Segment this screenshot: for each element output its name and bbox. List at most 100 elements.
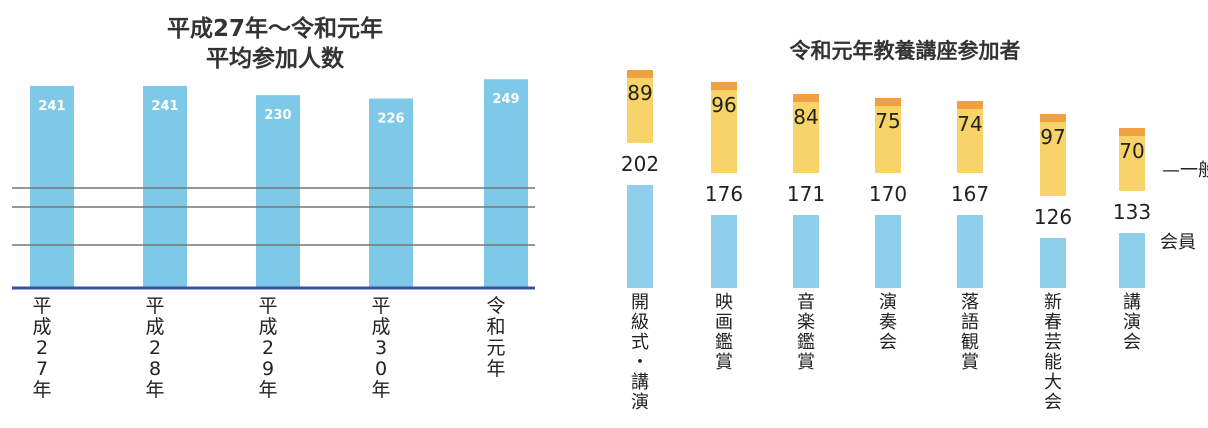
category-label-5-char-2: 和 [486, 316, 505, 338]
category-label-4-char-3: 3 [375, 337, 387, 359]
course-label-7-char-2: 演 [1123, 312, 1141, 333]
bar-avg-value-1: 241 [38, 99, 65, 114]
category-label-5-char-4: 年 [486, 358, 505, 380]
course-label-5-char-2: 語 [961, 312, 979, 333]
category-label-2-char-3: 2 [149, 337, 161, 359]
general-value-7: 70 [1119, 139, 1144, 163]
bar-member-1 [627, 185, 653, 288]
bar-general-top-7 [1119, 128, 1145, 136]
bar-general-top-2 [711, 82, 737, 90]
bar-member-3 [793, 215, 819, 288]
bar-avg-value-3: 230 [264, 108, 291, 123]
bar-member-4 [875, 215, 901, 288]
category-label-3-char-3: 2 [262, 337, 274, 359]
bar-member-2 [711, 215, 737, 288]
course-label-3-char-3: 鑑 [797, 332, 815, 353]
chart-title-line-2: 平均参加人数 [206, 45, 345, 72]
bar-general-3 [793, 100, 819, 173]
category-label-3-char-1: 平 [258, 295, 277, 317]
bar-avg-2 [143, 85, 187, 288]
category-label-5-char-1: 令 [486, 295, 505, 317]
bar-avg-value-2: 241 [151, 99, 178, 114]
category-label-1-char-3: 2 [36, 337, 48, 359]
category-label-4-char-2: 成 [371, 316, 390, 338]
member-value-5: 167 [951, 182, 989, 206]
category-label-3-char-5: 年 [258, 379, 277, 401]
course-label-5-char-3: 観 [961, 332, 979, 353]
course-label-6-char-5: 大 [1044, 372, 1062, 393]
course-label-2-char-3: 鑑 [715, 332, 733, 353]
bar-general-top-4 [875, 98, 901, 106]
legend-member: 会員 [1160, 232, 1196, 253]
category-label-4-char-4: 0 [375, 358, 387, 380]
course-label-1-char-6: 演 [631, 392, 649, 413]
course-label-6-char-1: 新 [1044, 292, 1062, 313]
general-value-5: 74 [957, 112, 982, 136]
bar-avg-5 [484, 79, 528, 288]
category-label-3-char-4: 9 [262, 358, 274, 380]
category-label-1-char-2: 成 [32, 316, 51, 338]
member-value-3: 171 [787, 182, 825, 206]
bar-general-1 [627, 76, 653, 143]
chart2-title: 令和元年教養講座参加者 [790, 39, 1021, 63]
course-label-5-char-4: 賞 [961, 352, 979, 373]
bar-avg-3 [256, 95, 300, 289]
chart-title-line-1: 平成27年〜令和元年 [167, 15, 383, 42]
bar-general-6 [1040, 120, 1066, 196]
category-label-1-char-5: 年 [32, 379, 51, 401]
course-label-4-char-1: 演 [879, 292, 897, 313]
course-label-5-char-1: 落 [961, 292, 979, 313]
course-label-1-char-3: 式 [631, 332, 649, 353]
member-value-1: 202 [621, 152, 659, 176]
course-label-2-char-1: 映 [715, 292, 733, 313]
bar-general-4 [875, 104, 901, 173]
category-label-2-char-4: 8 [149, 358, 161, 380]
course-label-3-char-2: 楽 [797, 312, 815, 333]
member-value-2: 176 [705, 182, 743, 206]
member-value-4: 170 [869, 182, 907, 206]
bar-avg-value-4: 226 [377, 112, 404, 127]
course-label-6-char-3: 芸 [1044, 332, 1062, 353]
bar-general-top-3 [793, 94, 819, 102]
general-value-4: 75 [875, 109, 900, 133]
category-label-2-char-1: 平 [145, 295, 164, 317]
category-label-1-char-1: 平 [32, 295, 51, 317]
bar-member-5 [957, 215, 983, 288]
course-label-1-char-1: 開 [631, 292, 649, 313]
bar-member-6 [1040, 238, 1066, 288]
member-value-6: 126 [1034, 205, 1072, 229]
category-label-2-char-5: 年 [145, 379, 164, 401]
course-label-2-char-4: 賞 [715, 352, 733, 373]
general-value-6: 97 [1040, 125, 1065, 149]
legend-general: —一般 [1162, 160, 1208, 181]
category-label-3-char-2: 成 [258, 316, 277, 338]
course-label-4-char-3: 会 [879, 332, 897, 353]
course-label-4-char-2: 奏 [879, 312, 897, 333]
bar-general-7 [1119, 134, 1145, 191]
course-label-1-char-5: 講 [631, 372, 649, 393]
course-label-1-char-2: 級 [631, 312, 649, 333]
category-label-5-char-3: 元 [486, 337, 505, 359]
bar-general-top-5 [957, 101, 983, 109]
bar-avg-4 [369, 98, 413, 288]
category-label-4-char-1: 平 [371, 295, 390, 317]
course-label-7-char-3: 会 [1123, 332, 1141, 353]
category-label-1-char-4: 7 [36, 358, 48, 380]
category-label-4-char-5: 年 [371, 379, 390, 401]
course-label-3-char-4: 賞 [797, 352, 815, 373]
category-label-2-char-2: 成 [145, 316, 164, 338]
general-value-3: 84 [793, 105, 818, 129]
bar-general-top-1 [627, 70, 653, 78]
course-label-6-char-4: 能 [1044, 352, 1062, 373]
course-label-2-char-2: 画 [715, 312, 733, 333]
bar-avg-1 [30, 85, 74, 288]
bar-member-7 [1119, 233, 1145, 288]
course-label-1-char-4: ・ [631, 352, 649, 373]
bar-avg-value-5: 249 [492, 92, 519, 107]
bar-general-top-6 [1040, 114, 1066, 122]
course-label-3-char-1: 音 [797, 292, 815, 313]
course-label-6-char-2: 春 [1044, 312, 1062, 333]
course-label-7-char-1: 講 [1123, 292, 1141, 313]
